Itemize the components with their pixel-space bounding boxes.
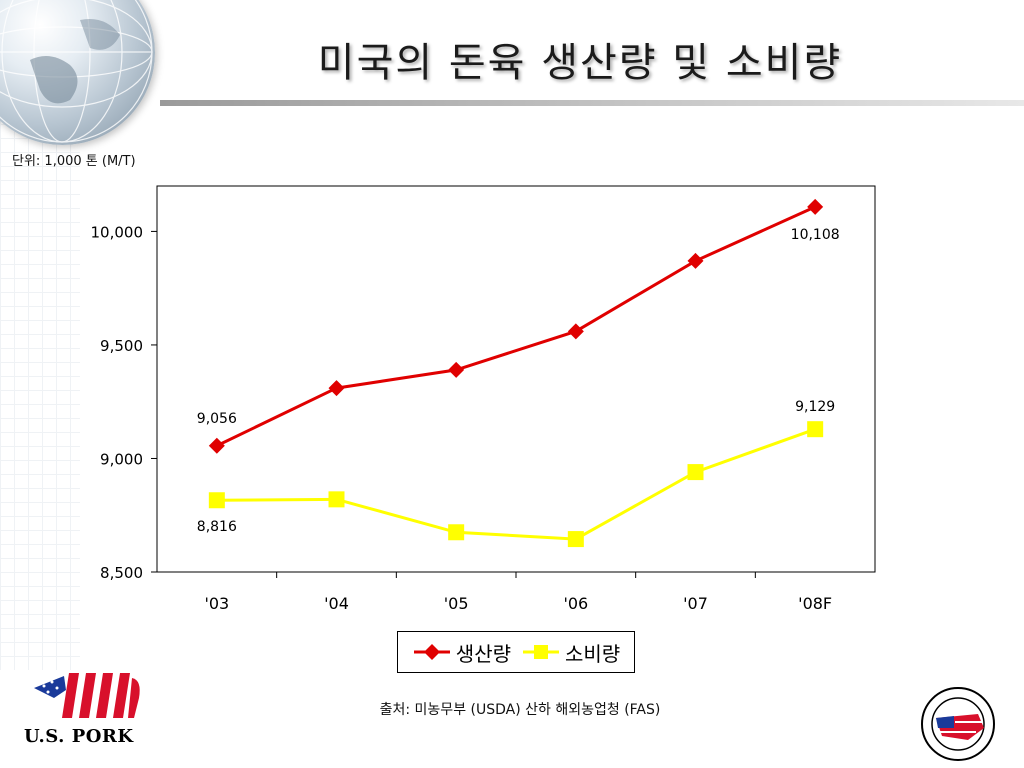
x-tick-label: '06 <box>563 594 588 613</box>
legend-marker-square-icon <box>523 645 559 659</box>
data-point-0 <box>448 361 465 378</box>
legend-marker-diamond-icon <box>413 644 450 660</box>
title-divider <box>160 100 1024 106</box>
data-label: 10,108 <box>791 227 840 243</box>
x-tick-label: '04 <box>324 594 349 613</box>
us-meat-export-federation-logo <box>918 684 1014 764</box>
y-tick-label: 9,500 <box>100 337 143 355</box>
series-line-1 <box>216 427 816 541</box>
data-point-1 <box>567 531 584 548</box>
data-point-1 <box>687 464 704 481</box>
us-pork-logo: U.S. PORK <box>24 668 154 748</box>
legend-label-production: 생산량 <box>455 641 511 666</box>
data-point-0 <box>328 380 345 397</box>
data-point-1 <box>807 421 824 438</box>
y-tick-label: 9,000 <box>100 450 143 468</box>
data-point-1 <box>208 492 225 509</box>
x-tick-label: '08F <box>798 594 832 613</box>
data-label: 9,056 <box>197 411 237 427</box>
legend-item-consumption: 소비량 <box>521 638 620 667</box>
data-label: 9,129 <box>795 399 835 415</box>
series-line-0 <box>216 205 816 448</box>
x-tick-label: '05 <box>444 594 469 613</box>
data-label: 8,816 <box>197 519 237 535</box>
data-point-1 <box>448 524 465 541</box>
data-point-0 <box>807 198 824 215</box>
us-pork-logo-text: U.S. PORK <box>24 726 134 747</box>
legend-item-production: 생산량 <box>412 638 511 667</box>
chart-legend: 생산량 소비량 <box>397 631 635 673</box>
source-label: 출처: 미농무부 (USDA) 산하 해외농업청 (FAS) <box>379 702 661 718</box>
data-point-0 <box>567 323 584 340</box>
usmef-seal-icon <box>921 687 995 761</box>
x-tick-label: '03 <box>204 594 229 613</box>
y-tick-label: 10,000 <box>91 223 144 241</box>
data-point-1 <box>328 491 345 508</box>
unit-label: 단위: 1,000 톤 (M/T) <box>12 154 136 169</box>
y-tick-label: 8,500 <box>100 564 143 582</box>
background-grid <box>0 110 80 670</box>
plot-area <box>156 185 876 573</box>
data-point-0 <box>687 252 704 269</box>
data-point-0 <box>208 437 225 454</box>
page-title: 미국의 돈육 생산량 및 소비량 <box>317 40 843 86</box>
globe-icon <box>0 0 155 145</box>
pig-flag-icon <box>34 673 140 718</box>
legend-label-consumption: 소비량 <box>565 641 621 666</box>
x-tick-label: '07 <box>683 594 708 613</box>
